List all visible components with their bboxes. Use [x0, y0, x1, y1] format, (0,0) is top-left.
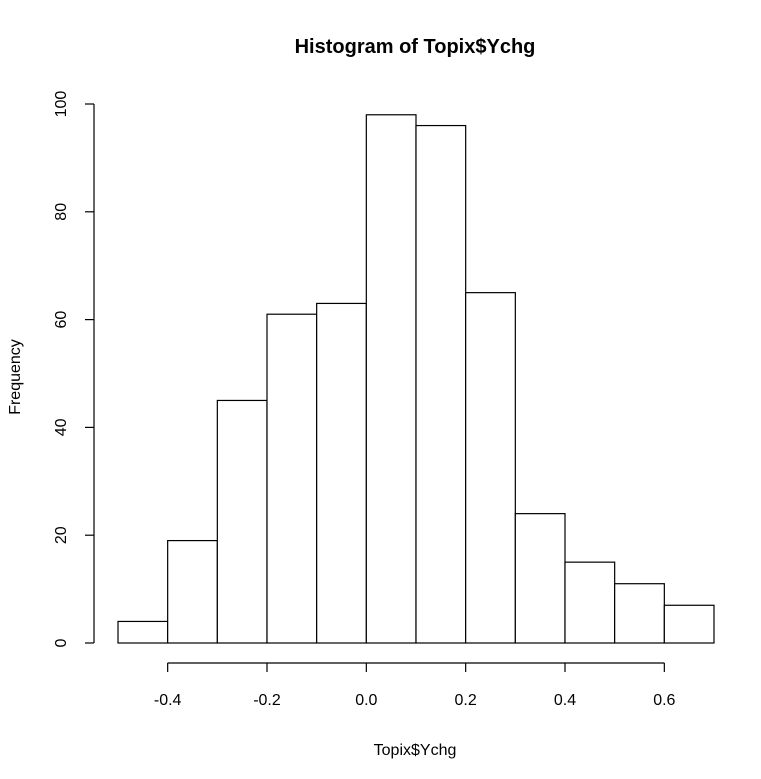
- y-axis: 0 20 40 60 80 100: [53, 91, 95, 647]
- histogram-bar-7: [465, 292, 516, 644]
- histogram-bar-10: [614, 583, 665, 644]
- histogram-bar-6: [415, 124, 467, 644]
- y-tick-label-4: 80: [53, 203, 70, 221]
- bars-group: [117, 114, 715, 644]
- histogram-bar-4: [316, 302, 367, 644]
- x-tick-label-4: 0.4: [554, 692, 576, 709]
- y-tick-label-1: 20: [53, 526, 70, 544]
- x-tick-label-2: 0.0: [355, 692, 377, 709]
- x-tick-label-3: 0.2: [455, 692, 477, 709]
- histogram-bar-0: [117, 620, 169, 644]
- x-tick-label-0: -0.4: [154, 692, 182, 709]
- histogram-bar-5: [365, 114, 417, 644]
- histogram-bar-2: [216, 399, 268, 644]
- x-tick-label-1: -0.2: [253, 692, 281, 709]
- histogram-bar-3: [266, 313, 318, 644]
- histogram-bar-1: [167, 539, 218, 644]
- histogram-bar-11: [663, 604, 715, 644]
- y-tick-label-3: 60: [53, 311, 70, 329]
- y-tick-label-5: 100: [53, 91, 70, 118]
- x-axis: -0.4 -0.2 0.0 0.2 0.4 0.6: [154, 662, 676, 709]
- histogram-bar-9: [564, 561, 616, 644]
- y-tick-label-0: 0: [53, 638, 70, 647]
- x-tick-label-5: 0.6: [653, 692, 675, 709]
- y-tick-label-2: 40: [53, 418, 70, 436]
- histogram-bar-8: [514, 513, 566, 644]
- chart-title: Histogram of Topix$Ychg: [295, 36, 536, 58]
- x-axis-label: Topix$Ychg: [374, 742, 457, 759]
- y-axis-label: Frequency: [7, 339, 24, 415]
